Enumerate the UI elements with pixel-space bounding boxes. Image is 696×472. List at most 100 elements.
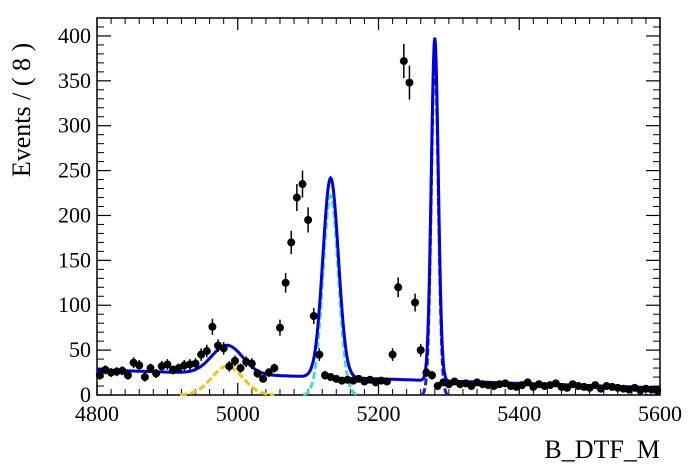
y-tick-label: 150 [58,247,91,272]
tick-labels: 4800 5000 5200 5400 5600 0 50 100 150 200 250 300 35… [58,23,682,426]
data-marker [298,180,307,189]
data-marker [405,78,414,87]
data-marker [270,364,279,373]
data-marker [309,312,318,321]
data-point [135,359,144,371]
data-point [163,359,172,370]
fit-component-0 [180,364,275,397]
y-tick-label: 100 [58,292,91,317]
data-marker [399,57,408,66]
data-marker [225,362,234,371]
data-point [298,170,307,198]
x-tick-label: 5200 [357,401,401,426]
data-marker [247,359,256,368]
total-fit [97,37,660,390]
data-marker [191,359,200,368]
data-marker [394,283,403,292]
data-point [309,307,318,325]
data-marker [287,238,296,247]
data-point [281,272,290,293]
data-point [253,368,262,378]
data-marker [118,366,127,375]
data-point [152,368,161,378]
data-point [208,318,217,335]
data-point [315,348,324,361]
y-tick-label: 50 [69,337,91,362]
y-tick-label: 300 [58,113,91,138]
data-point [411,293,420,312]
data-point [275,319,284,336]
x-tick-label: 4800 [75,401,119,426]
data-point [140,372,149,382]
data-marker [315,350,324,359]
data-marker [653,386,662,395]
data-marker [135,361,144,370]
data-marker [523,378,532,387]
data-point [146,363,155,373]
data-point [247,358,256,369]
data-marker [259,374,268,383]
data-point [270,363,279,373]
data-marker [264,368,273,377]
total-fit-curve [97,37,660,390]
plot-frame [96,17,661,396]
data-point [95,370,104,380]
data-point [394,277,403,298]
data-point [292,184,301,211]
y-tick-label: 400 [58,23,91,48]
data-point [259,374,268,383]
data-marker [388,350,397,359]
y-tick-label: 200 [58,202,91,227]
data-point [191,358,200,369]
data-point [202,344,211,358]
data-marker [146,364,155,373]
data-marker [304,215,313,224]
x-tick-label: 5000 [216,401,260,426]
data-point [416,343,425,357]
x-axis-label: B_DTF_M [544,435,660,464]
data-point [287,230,296,255]
data-marker [416,346,425,355]
x-tick-label: 5400 [497,401,541,426]
data-marker [208,322,217,331]
data-marker [275,323,284,332]
data-point [123,370,132,380]
data-marker [140,373,149,382]
data-marker [281,278,290,287]
y-tick-label: 0 [80,382,91,407]
y-tick-label: 250 [58,158,91,183]
data-points [95,44,662,395]
data-point [388,348,397,361]
data-marker [95,371,104,380]
x-tick-label: 5600 [638,401,682,426]
data-marker [236,364,245,373]
y-axis-label: Events / ( 8 ) [7,43,36,177]
data-point [118,366,127,376]
data-marker [152,369,161,378]
data-point [405,65,414,100]
axis-ticks [96,17,661,396]
data-point [382,377,391,386]
data-marker [219,344,228,353]
data-point [653,386,662,395]
data-point [264,368,273,378]
data-marker [382,377,391,386]
data-point [219,342,228,355]
data-marker [411,298,420,307]
data-marker [230,356,239,365]
data-point [236,363,245,373]
data-point [225,360,234,372]
data-marker [427,371,436,380]
data-point [427,370,436,380]
data-marker [202,347,211,356]
data-point [230,355,239,367]
data-point [399,44,408,79]
data-point [523,378,532,387]
y-tick-label: 350 [58,68,91,93]
data-marker [292,193,301,202]
data-marker [163,360,172,369]
data-point [304,207,313,233]
data-marker [123,371,132,380]
data-marker [253,369,262,378]
